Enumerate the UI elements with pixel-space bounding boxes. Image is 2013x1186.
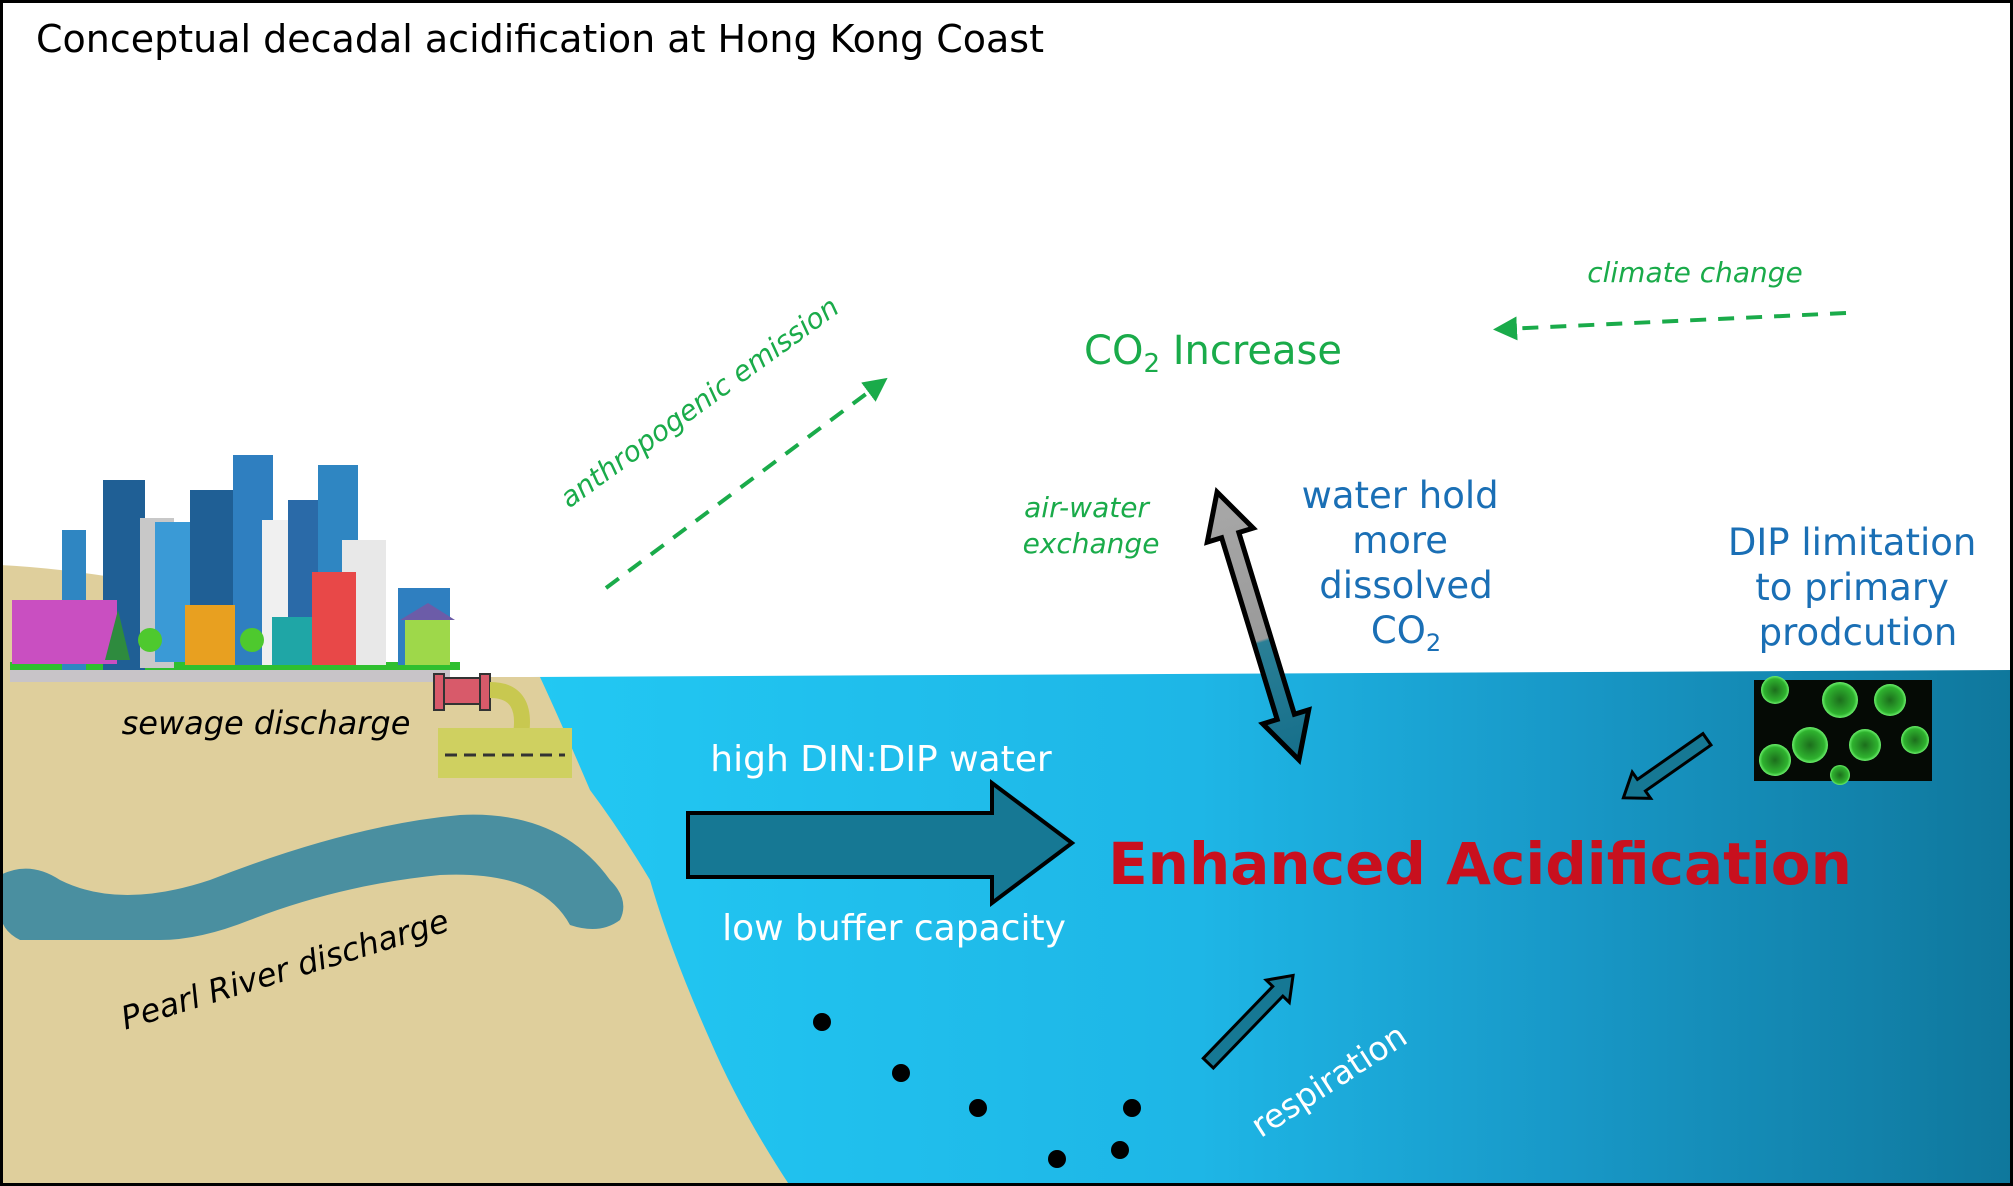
climate-change-label: climate change — [1587, 256, 1803, 289]
enhanced-acidification-label: Enhanced Acidification — [1108, 830, 1852, 898]
air-water-exchange-arrow — [1204, 487, 1312, 765]
city-skyline-icon — [10, 455, 460, 682]
air-water-exchange-label: air-water exchange — [1023, 491, 1160, 560]
particle-dot — [1048, 1150, 1066, 1168]
dip-limitation-arrow — [1621, 731, 1714, 800]
phytoplankton-image — [1754, 676, 1932, 785]
din-dip-transport-arrow — [686, 779, 1076, 907]
particle-dot — [892, 1064, 910, 1082]
respiration-arrow — [1201, 973, 1295, 1071]
low-buffer-capacity-label: low buffer capacity — [722, 908, 1066, 949]
pearl-river — [0, 814, 624, 940]
dip-limitation-label: DIP limitation to primary prodcution — [1728, 521, 1988, 654]
particle-dot — [969, 1099, 987, 1117]
high-din-dip-label: high DIN:DIP water — [710, 739, 1052, 780]
particle-dot — [1123, 1099, 1141, 1117]
co2-increase-label: CO2 Increase — [1084, 328, 1342, 379]
anthropogenic-emission-arrow — [604, 377, 888, 590]
water-hold-co2-formula: CO2 — [1371, 609, 1441, 657]
climate-change-arrow — [1493, 311, 1847, 341]
particle-dot — [813, 1013, 831, 1031]
water-hold-co2-label: water hold more dissolved — [1302, 474, 1511, 607]
sewage-discharge-label: sewage discharge — [122, 704, 411, 742]
particle-dot — [1111, 1141, 1129, 1159]
anthropogenic-emission-label: anthropogenic emission — [554, 290, 845, 514]
diagram-title: Conceptual decadal acidification at Hong… — [36, 17, 1044, 61]
organic-particle-dots — [813, 1013, 1141, 1168]
sewage-pipe-icon — [433, 673, 572, 778]
